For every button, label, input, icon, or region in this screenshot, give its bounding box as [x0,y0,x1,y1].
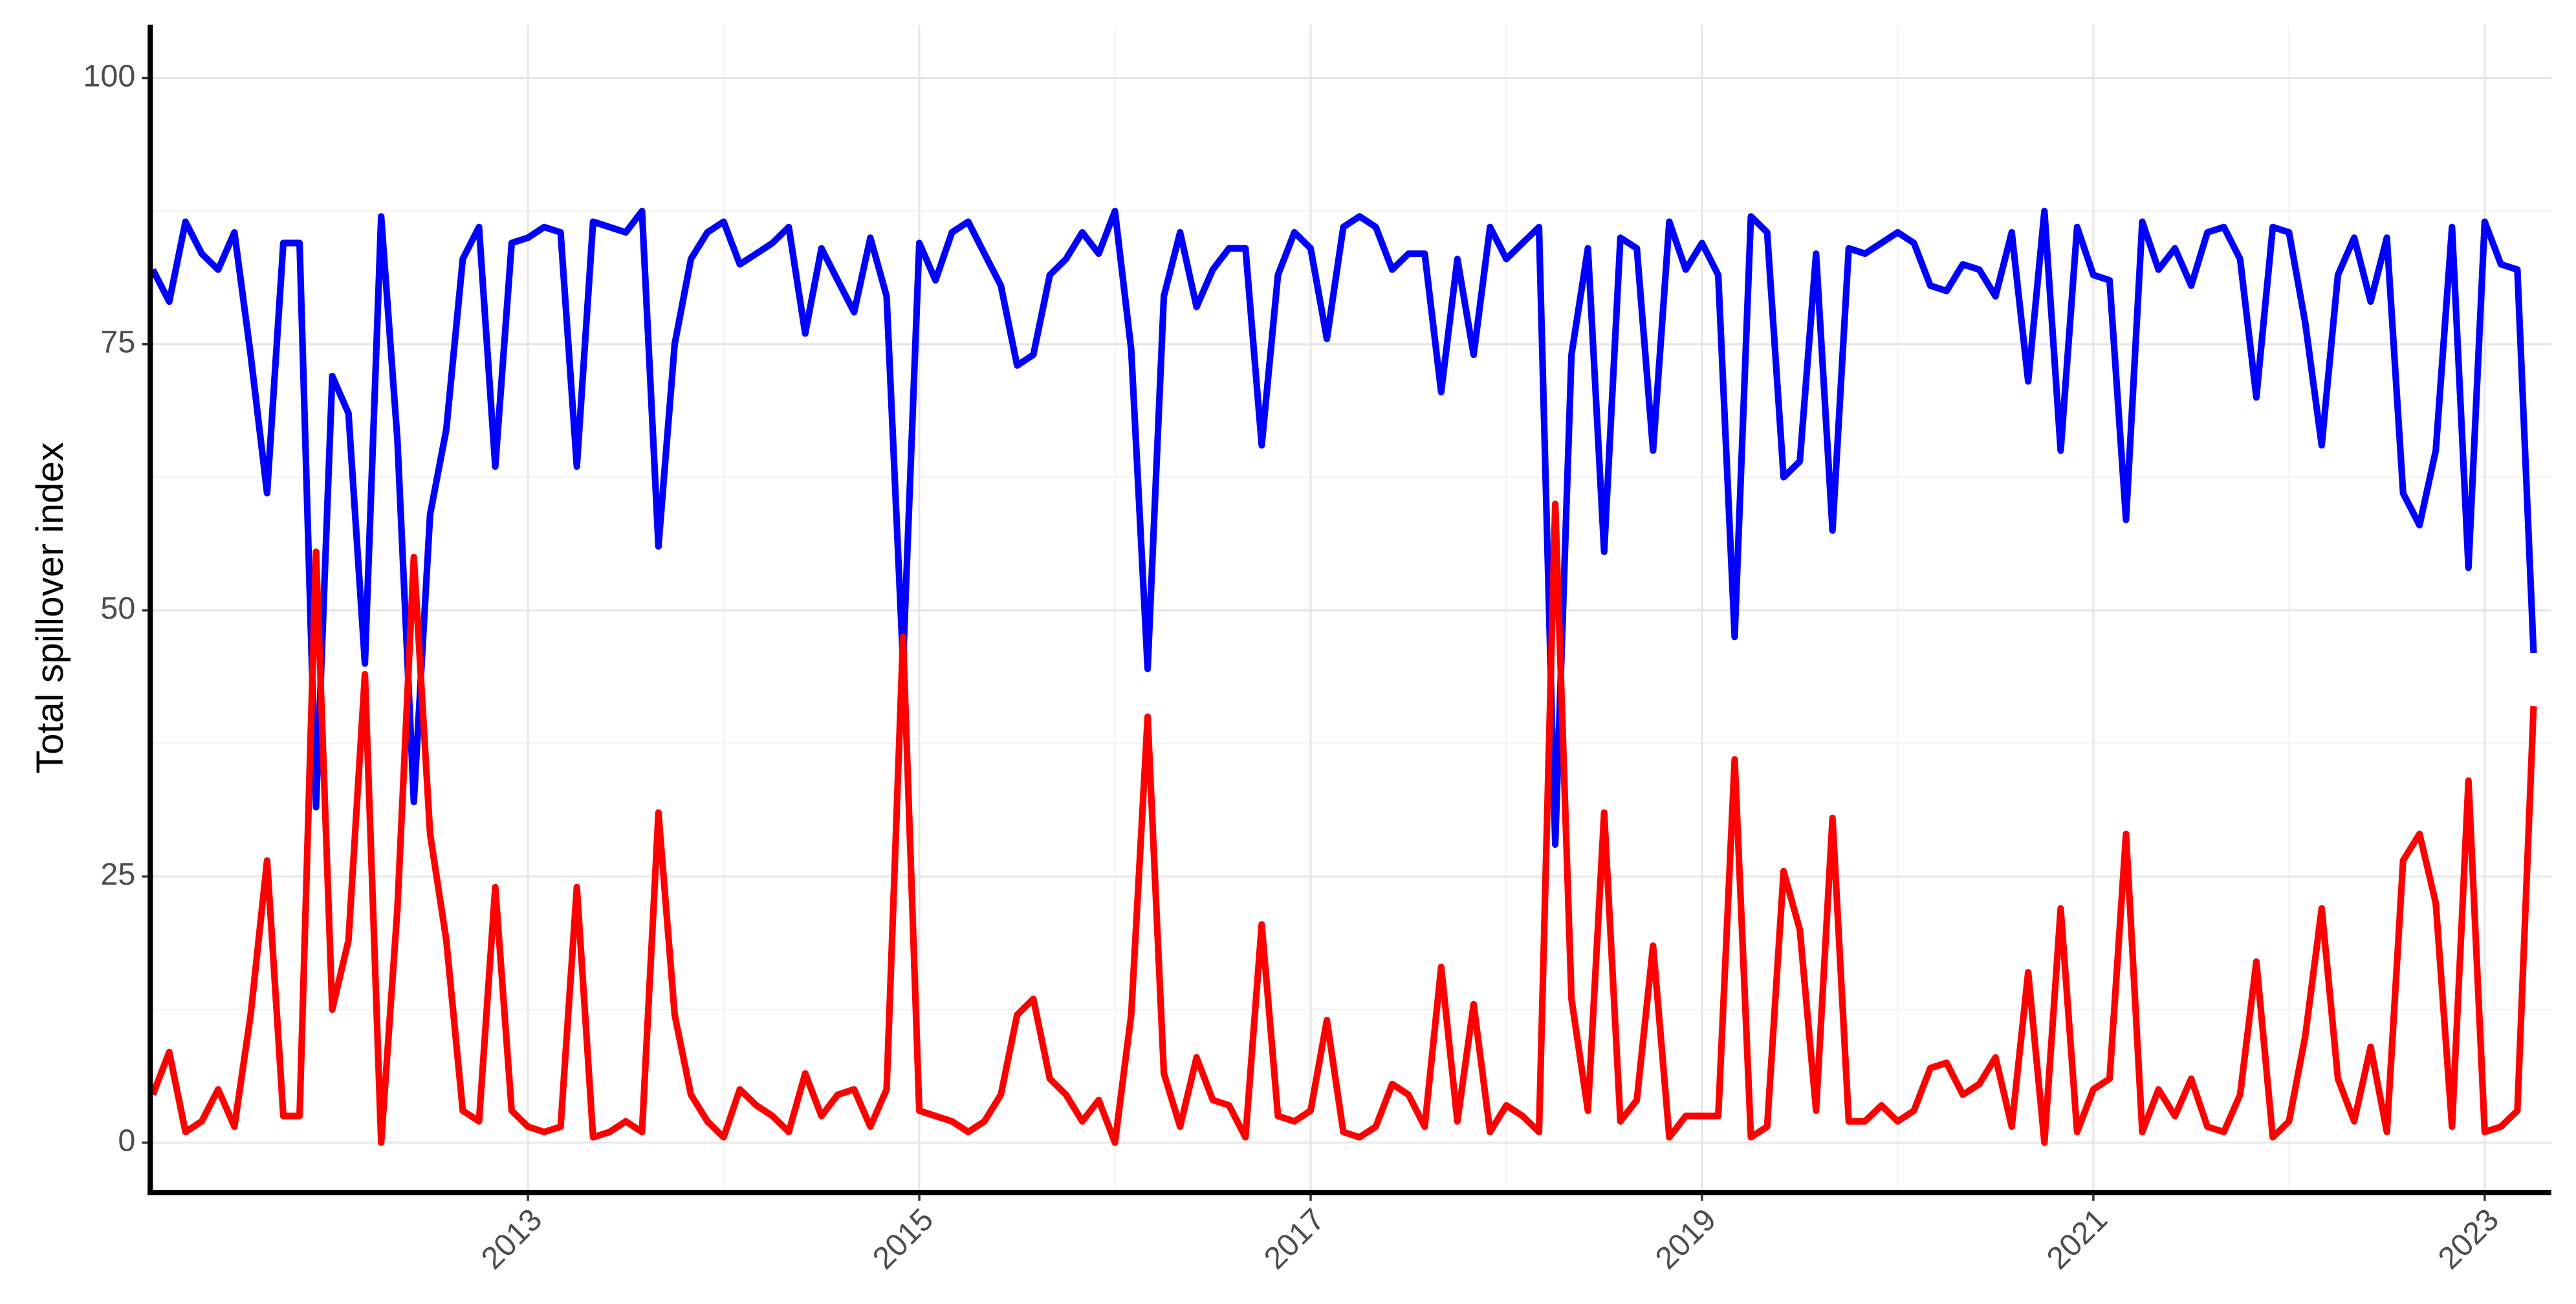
x-tick-label: 2013 [475,1202,549,1276]
x-tick-label: 2015 [866,1202,940,1276]
y-tick-label: 0 [118,1123,135,1158]
y-axis-label: Total spillover index [29,442,71,773]
x-tick-label: 2017 [1258,1202,1331,1276]
x-tick-label: 2023 [2432,1202,2505,1276]
series-line [149,208,2537,848]
x-tick-label: 2021 [2040,1202,2114,1276]
y-tick-label: 75 [100,325,135,360]
x-tick-label: 2019 [1649,1202,1723,1276]
series-line [149,500,2537,1146]
y-tick-label: 50 [100,591,135,626]
y-tick-label: 25 [100,857,135,892]
y-tick-label: 100 [83,58,135,93]
